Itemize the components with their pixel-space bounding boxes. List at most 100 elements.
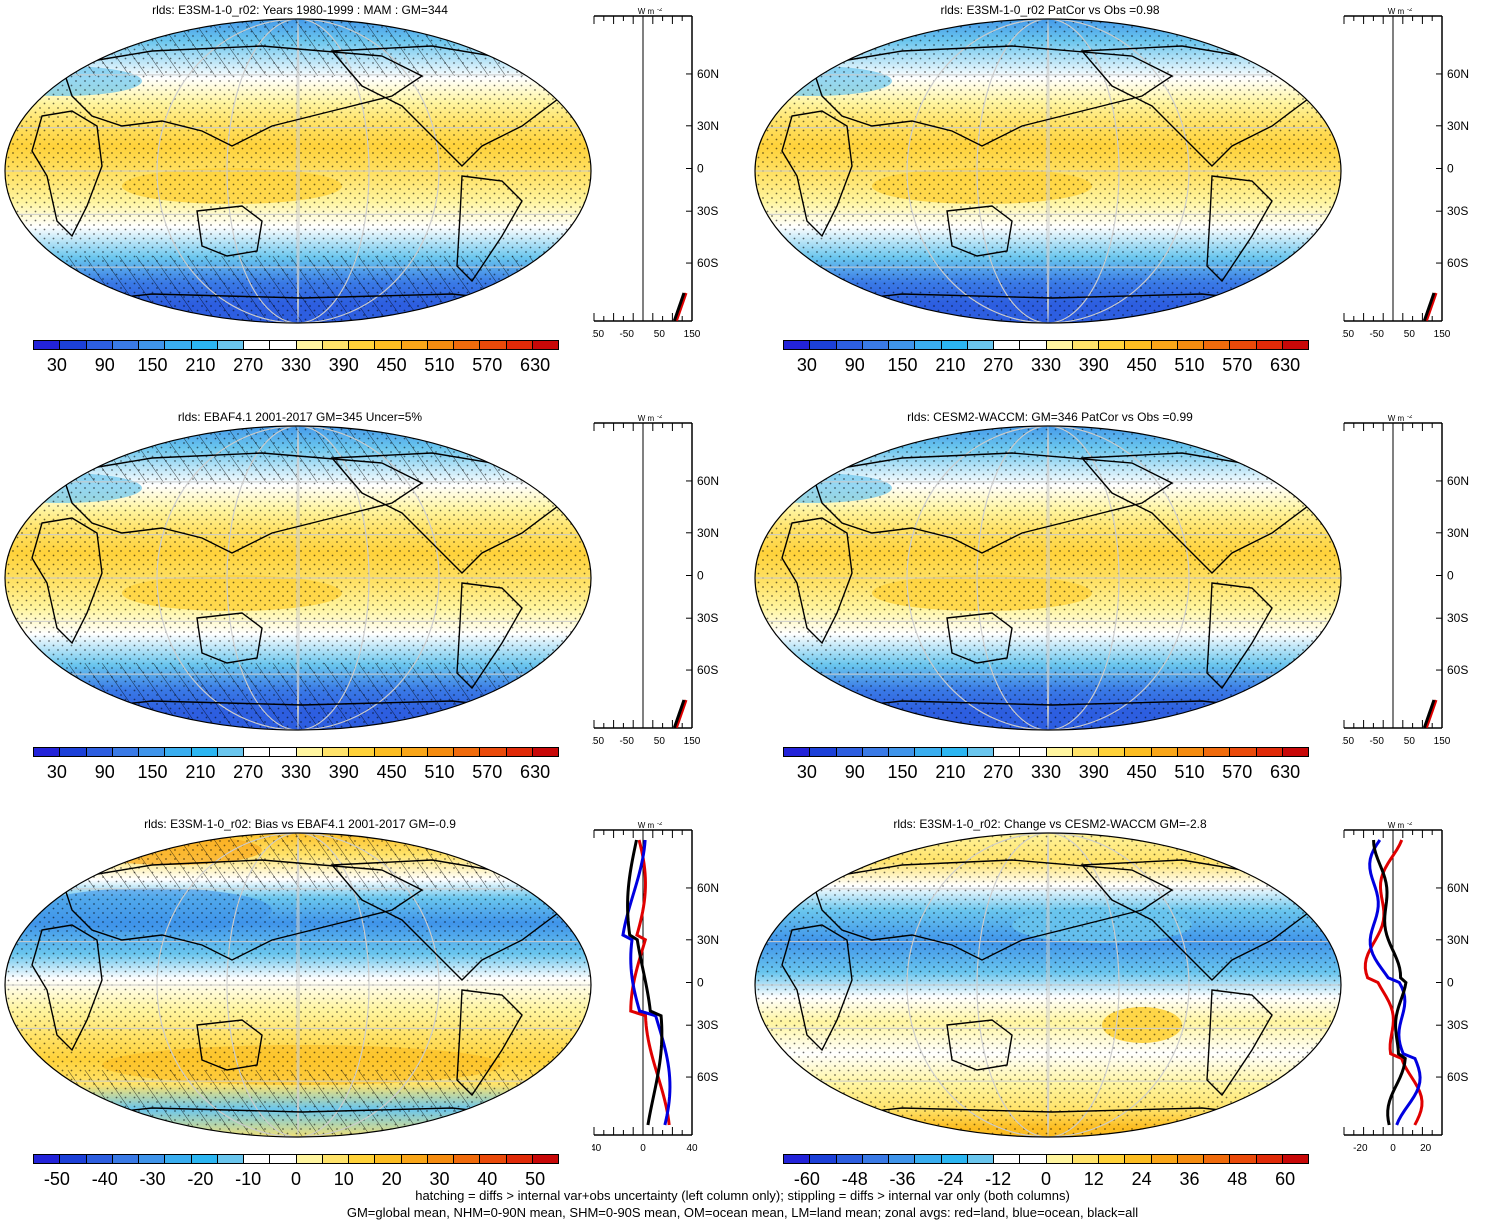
latitude-label: 60S	[697, 663, 718, 677]
colorbar-tick-label: 210	[185, 355, 216, 375]
colorbar-tick-label: 0	[1040, 1169, 1052, 1189]
latitude-label: 30S	[697, 204, 718, 218]
latitude-label: 30N	[697, 933, 719, 947]
latitude-label: 60N	[697, 67, 719, 81]
map-panel-4: rlds: CESM2-WACCM: GM=346 PatCor vs Obs …	[750, 407, 1485, 812]
colorbar-tick-label: 36	[1179, 1169, 1200, 1189]
colorbar-tick-label: 630	[1270, 355, 1301, 375]
map-panel-3: rlds: EBAF4.1 2001-2017 GM=345 Uncer=5% 3…	[0, 407, 740, 812]
colorbar-tick-label: 510	[1174, 355, 1205, 375]
colorbar-tick-label: 450	[1126, 355, 1157, 375]
zonal-line-black	[626, 839, 664, 1126]
zonal-line-black	[1422, 292, 1436, 322]
colorbar-tick-label: 150	[137, 355, 168, 375]
panel-title: rlds: E3SM-1-0_r02: Bias vs EBAF4.1 2001…	[144, 817, 456, 831]
colorbar-tick-label: -40	[91, 1169, 118, 1189]
footer-line-1: hatching = diffs > internal var+obs unce…	[415, 1188, 1070, 1203]
latitude-label: 60S	[697, 1070, 718, 1084]
zonal-line-red	[674, 699, 688, 729]
colorbar-tick-label: 570	[472, 355, 503, 375]
zonal-tick-label: 0	[640, 1143, 646, 1154]
latitude-label: 0	[1447, 976, 1454, 990]
colorbar-tick-label: 330	[1030, 762, 1062, 782]
panel-title: rlds: EBAF4.1 2001-2017 GM=345 Uncer=5%	[177, 410, 423, 424]
colorbar-tick-label: 330	[1030, 355, 1062, 375]
latitude-label: 60N	[697, 881, 719, 895]
colorbar-tick-label: 150	[887, 762, 918, 782]
zonal-mean-plot: W m -2 60N 30N 0 30S 60S -20 0 20	[1343, 822, 1469, 1154]
zonal-tick-label: 150	[1434, 329, 1451, 340]
colorbar-tick-label: 510	[424, 762, 455, 782]
colorbar-labels: -60 -48 -36 -24 -12 0 12 24 36 48 60	[783, 1169, 1309, 1189]
colorbar-tick-label: -36	[889, 1169, 916, 1189]
latitude-label: 0	[697, 976, 704, 990]
colorbar-tick-label: 210	[935, 355, 966, 375]
latitude-label: 60N	[1447, 881, 1469, 895]
zonal-mean-plot: W m-2 60N 30N 0 30S 60S -150 -50 50 150	[1342, 8, 1469, 340]
zonal-tick-label: 50	[1404, 329, 1416, 340]
colorbar-tick-label: 630	[520, 355, 551, 375]
colorbar-tick-label: 12	[1083, 1169, 1104, 1189]
zonal-tick-label: -50	[619, 329, 634, 340]
zonal-tick-label: 0	[1390, 1143, 1396, 1154]
colorbar-labels: 30 90 150 210 270 330 390 450 510 570 630	[33, 762, 559, 782]
zonal-line-black	[672, 292, 686, 322]
zonal-mean-plot: W m-2 60N 30N 0 30S 60S -150 -50 50 150	[592, 8, 719, 340]
colorbar-labels: 30 90 150 210 270 330 390 450 510 570 630	[783, 762, 1309, 782]
colorbar-tick-label: 630	[520, 762, 551, 782]
latitude-label: 0	[697, 569, 704, 583]
colorbar-tick-label: 20	[381, 1169, 402, 1189]
robinson-map	[754, 425, 1342, 731]
colorbar-tick-label: -30	[139, 1169, 166, 1189]
map-panel-1: rlds: E3SM-1-0_r02: Years 1980-1999 : MA…	[0, 0, 740, 405]
zonal-tick-label: 40	[686, 1143, 698, 1154]
latitude-label: 0	[1447, 162, 1454, 176]
colorbar-tick-label: 450	[376, 762, 407, 782]
colorbar-tick-label: 0	[290, 1169, 302, 1189]
colorbar-tick-label: 150	[887, 355, 918, 375]
colorbar-tick-label: 90	[844, 355, 865, 375]
colorbar-tick-label: 450	[1126, 762, 1157, 782]
latitude-label: 60S	[1447, 256, 1468, 270]
zonal-line-black	[1422, 699, 1436, 729]
colorbar-tick-label: 570	[1222, 355, 1253, 375]
latitude-label: 60N	[1447, 474, 1469, 488]
colorbar-tick-label: 270	[233, 355, 264, 375]
latitude-label: 30S	[697, 1018, 718, 1032]
latitude-label: 60S	[697, 256, 718, 270]
robinson-map	[754, 832, 1342, 1138]
zonal-unit: W m	[638, 822, 655, 830]
colorbar-tick-label: 270	[233, 762, 264, 782]
zonal-tick-label: 150	[684, 329, 701, 340]
panel-title: rlds: E3SM-1-0_r02: Change vs CESM2-WACC…	[893, 817, 1207, 831]
colorbar-tick-label: 60	[1275, 1169, 1296, 1189]
zonal-line-black	[672, 699, 686, 729]
colorbar-tick-label: 210	[935, 762, 966, 782]
zonal-tick-label: 150	[684, 736, 701, 747]
panel-title: rlds: CESM2-WACCM: GM=346 PatCor vs Obs …	[907, 410, 1193, 424]
colorbar-tick-label: 10	[333, 1169, 354, 1189]
zonal-line-blue	[621, 839, 672, 1126]
colorbar-tick-label: 630	[1270, 762, 1301, 782]
zonal-tick-label: -150	[592, 329, 604, 340]
colorbar-tick-label: -60	[793, 1169, 820, 1189]
zonal-unit-exponent: -2	[657, 822, 663, 827]
colorbar	[783, 340, 1309, 350]
robinson-map	[4, 425, 592, 731]
colorbar-tick-label: 450	[376, 355, 407, 375]
colorbar-tick-label: 210	[185, 762, 216, 782]
zonal-line-red	[1363, 839, 1424, 1126]
zonal-unit: W m	[1388, 822, 1405, 830]
robinson-map	[754, 18, 1342, 324]
footer-line-2: GM=global mean, NHM=0-90N mean, SHM=0-90…	[346, 1205, 1139, 1220]
colorbar-tick-label: 50	[525, 1169, 546, 1189]
latitude-label: 60S	[1447, 1070, 1468, 1084]
colorbar-tick-label: -10	[235, 1169, 262, 1189]
colorbar	[783, 1154, 1309, 1164]
latitude-label: 30S	[1447, 611, 1468, 625]
colorbar-labels: -50 -40 -30 -20 -10 0 10 20 30 40 50	[33, 1169, 559, 1189]
latitude-label: 30N	[697, 526, 719, 540]
zonal-mean-plot: W m-2 60N 30N 0 30S 60S -40 0 40	[592, 822, 719, 1154]
colorbar-tick-label: -20	[187, 1169, 214, 1189]
latitude-label: 0	[697, 162, 704, 176]
